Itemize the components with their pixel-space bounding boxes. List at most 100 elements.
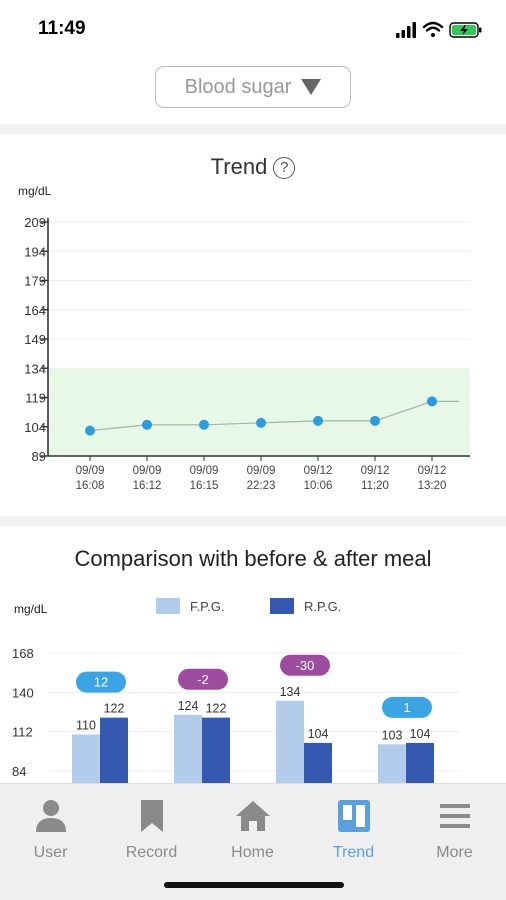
difference-badge-label: -2 (197, 672, 209, 687)
series-line (89, 400, 459, 432)
signal-icon (396, 22, 416, 38)
y-tick-label: 104 (24, 420, 46, 435)
legend-fpg: F.P.G. (156, 598, 224, 614)
data-point (313, 415, 323, 426)
x-tick-label-date: 09/09 (76, 465, 105, 477)
y-tick-label: 149 (24, 332, 46, 347)
legend-rpg: R.P.G. (270, 598, 341, 614)
bar-fpg (72, 734, 100, 783)
status-bar: 11:49 (0, 0, 506, 58)
tab-record-label: Record (125, 844, 178, 861)
x-tick-label-date: 09/12 (361, 465, 390, 477)
home-icon (202, 796, 303, 836)
data-point (427, 396, 437, 407)
difference-badge (280, 654, 330, 676)
tab-user-label: User (33, 844, 68, 861)
comparison-card: Comparison with before & after meal mg/d… (0, 526, 506, 783)
x-tick-label-time: 16:15 (190, 480, 219, 492)
wifi-icon (422, 21, 444, 37)
status-time: 11:49 (38, 18, 86, 39)
x-tick-label-date: 09/09 (133, 465, 162, 477)
bar-fpg (276, 700, 304, 783)
y-tick-label: 134 (24, 361, 46, 376)
bar-rpg-label: 122 (104, 702, 125, 716)
trend-unit-label: mg/dL (18, 184, 52, 198)
bar-rpg-label: 122 (206, 702, 227, 716)
bar-fpg-label: 124 (178, 699, 199, 713)
y-tick-label: 140 (12, 685, 34, 700)
selector-label: Blood sugar (184, 75, 292, 98)
x-tick-label-time: 13:20 (418, 480, 447, 492)
battery-icon (449, 22, 482, 38)
menu-icon (404, 796, 505, 836)
bar-rpg (202, 717, 230, 783)
bar-rpg-label: 104 (308, 727, 329, 741)
section-divider (0, 124, 506, 134)
help-icon[interactable]: ? (273, 156, 296, 179)
legend-fpg-swatch (156, 598, 180, 614)
bar-fpg (378, 744, 406, 783)
data-point (370, 415, 380, 426)
difference-badge (178, 668, 228, 690)
y-tick-label: 89 (32, 449, 46, 464)
y-tick-label: 194 (24, 244, 46, 259)
tab-trend-label: Trend (332, 844, 375, 861)
legend-rpg-swatch (270, 598, 294, 614)
header: Blood sugar (0, 58, 506, 124)
x-tick-label-time: 11:20 (361, 480, 389, 492)
y-tick-label: 168 (12, 646, 34, 661)
trend-card: Trend? mg/dL 89 104 119 134 149 164 179 194 209 0… (0, 134, 506, 516)
bar-rpg-label: 104 (410, 727, 431, 741)
legend-fpg-label: F.P.G. (190, 598, 225, 614)
bar-fpg-label: 134 (280, 685, 301, 699)
x-tick-label-date: 09/09 (247, 465, 276, 477)
difference-badge (382, 696, 432, 718)
x-tick-label-time: 16:12 (133, 480, 162, 492)
trend-chart: 89 104 119 134 149 164 179 194 209 09/09 16:08 09/0… (24, 215, 470, 492)
x-tick-label-date: 09/09 (190, 465, 219, 477)
tab-bar: User Record Home Trend More (0, 783, 506, 900)
y-tick-label: 84 (12, 764, 26, 779)
bar-fpg (174, 714, 202, 783)
trend-title-row: Trend? (0, 154, 506, 180)
bar-rpg (100, 717, 128, 783)
data-point (85, 425, 95, 436)
y-tick-label: 119 (25, 391, 46, 406)
tab-user[interactable]: User (0, 796, 101, 862)
user-icon (0, 796, 101, 836)
dropdown-triangle-icon (301, 79, 322, 95)
comparison-unit-label: mg/dL (14, 602, 48, 616)
tab-home-label: Home (231, 844, 274, 861)
tab-home[interactable]: Home (202, 796, 303, 862)
bookmark-icon (101, 796, 202, 836)
x-tick-label-time: 16:08 (76, 480, 105, 492)
bar-fpg-label: 103 (382, 728, 403, 742)
x-tick-label-time: 10:06 (304, 480, 333, 492)
tab-record[interactable]: Record (101, 796, 202, 862)
tab-trend[interactable]: Trend (303, 796, 404, 862)
trend-icon (303, 796, 404, 836)
section-divider (0, 516, 506, 526)
y-tick-label: 179 (24, 274, 46, 289)
data-point (199, 419, 209, 430)
data-point (142, 419, 152, 430)
x-tick-label-date: 09/12 (418, 465, 447, 477)
tab-more-label: More (436, 844, 473, 861)
y-tick-label: 209 (24, 215, 46, 230)
x-tick-label-time: 22:23 (247, 480, 276, 492)
x-tick-label-date: 09/12 (304, 465, 333, 477)
legend-rpg-label: R.P.G. (304, 598, 342, 614)
difference-badge-label: 12 (94, 675, 108, 690)
difference-badge-label: -30 (296, 658, 315, 673)
tab-more[interactable]: More (404, 796, 505, 862)
measurement-type-selector[interactable]: Blood sugar (155, 66, 351, 108)
bar-rpg (304, 742, 332, 783)
trend-title: Trend (210, 154, 268, 179)
bar-fpg-label: 110 (76, 718, 96, 732)
comparison-title: Comparison with before & after meal (74, 546, 432, 571)
difference-badge (76, 671, 126, 693)
difference-badge-label: 1 (403, 700, 410, 715)
data-point (256, 417, 266, 428)
bar-rpg (406, 742, 434, 783)
